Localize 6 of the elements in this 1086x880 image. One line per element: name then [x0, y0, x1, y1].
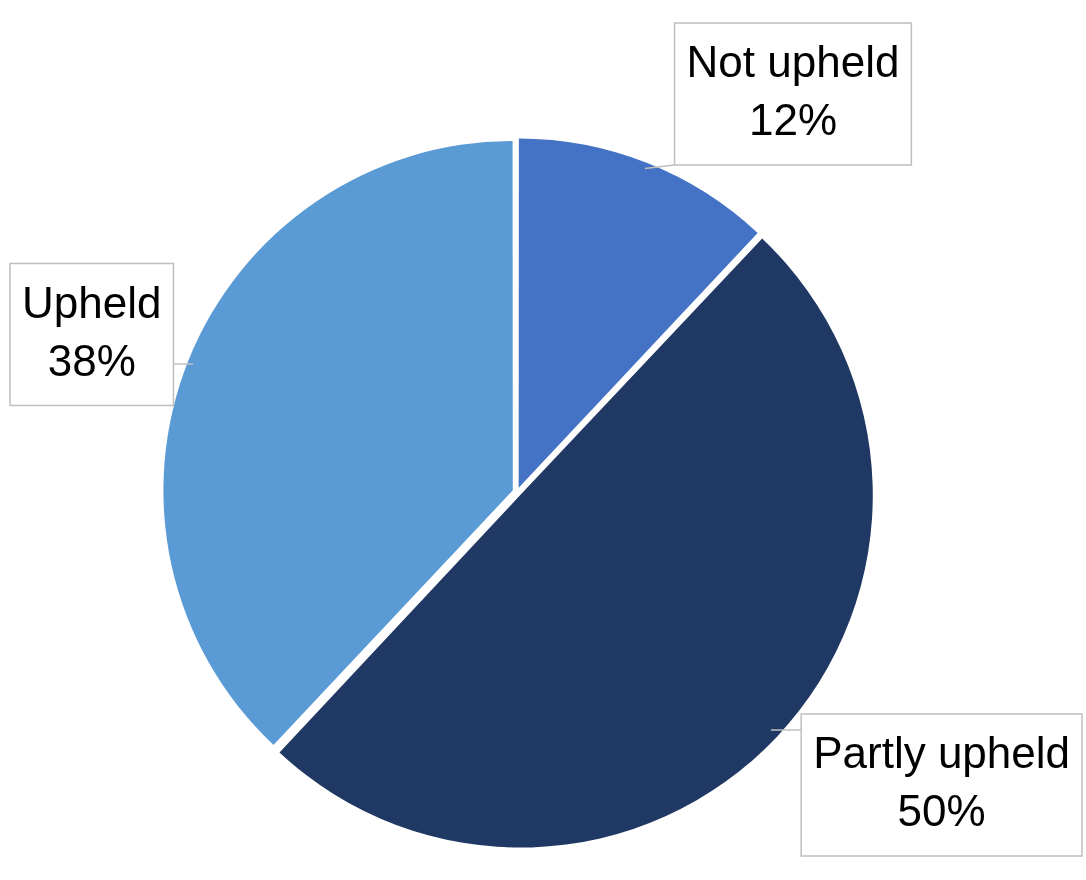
data-label: 38%: [47, 335, 136, 385]
slice-label: Partly upheld: [813, 728, 1070, 778]
data-label: 50%: [897, 786, 986, 836]
data-label: 12%: [748, 95, 838, 145]
slice-label: Not upheld: [686, 37, 900, 87]
slice-label: Upheld: [22, 277, 162, 327]
